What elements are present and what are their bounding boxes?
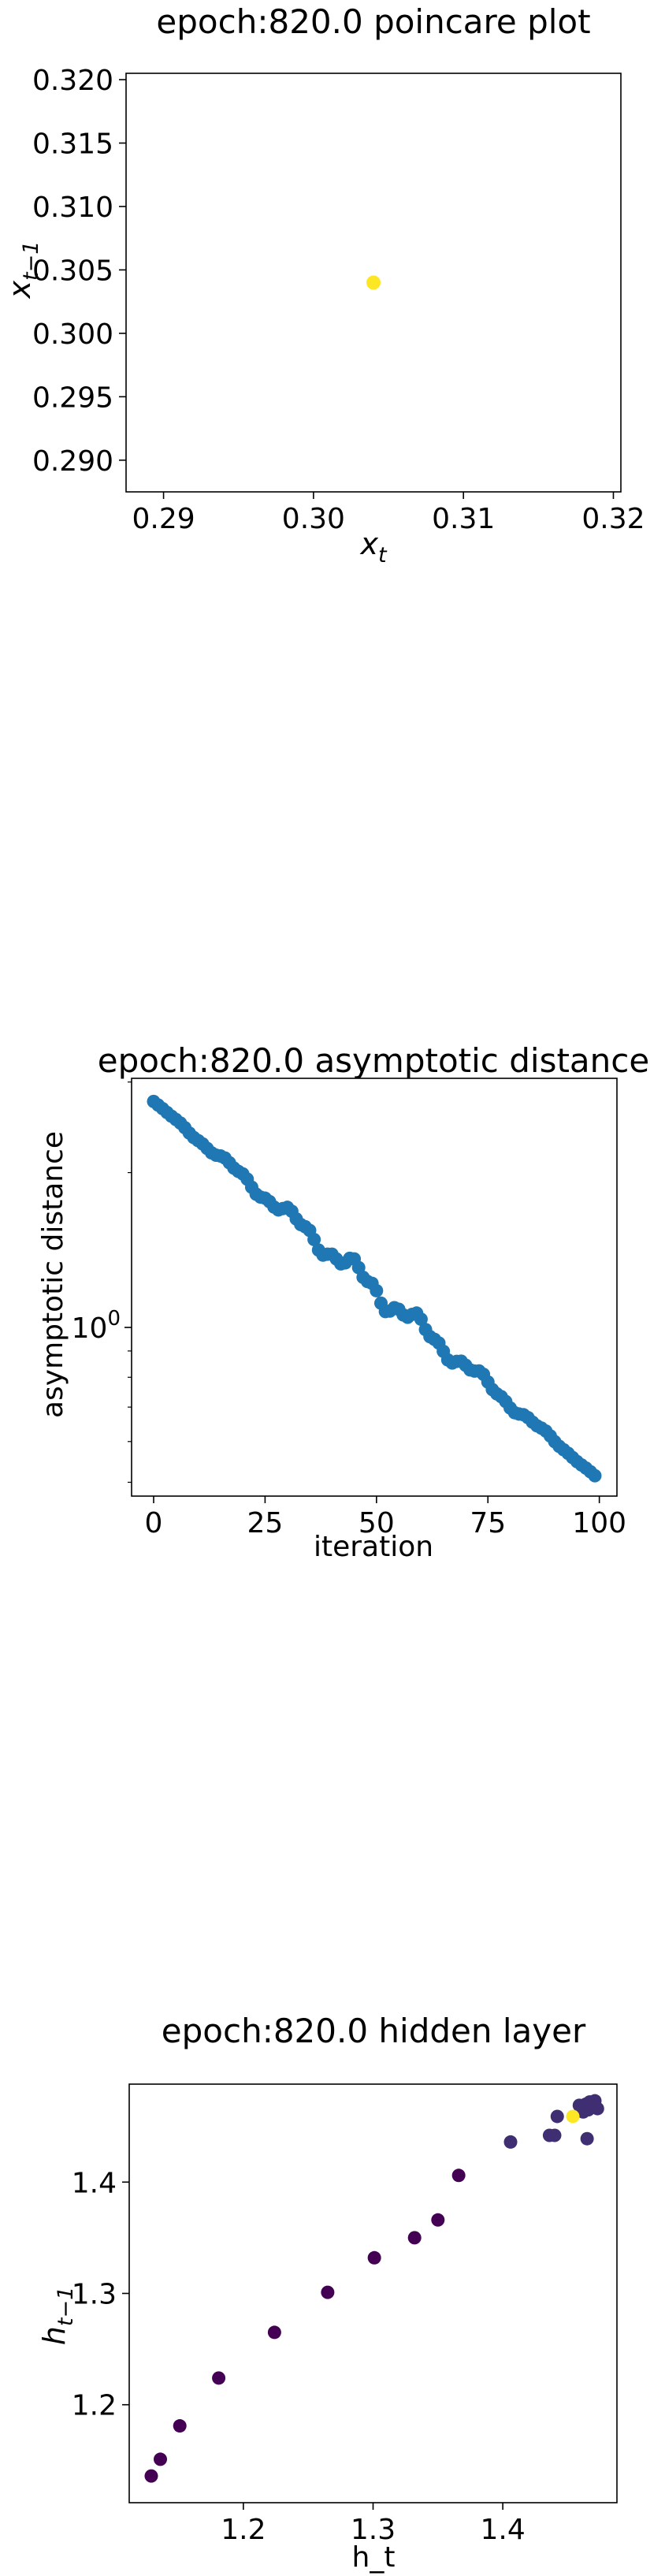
y-tick-label: 0.305 bbox=[32, 255, 113, 287]
y-tick-label: 1.3 bbox=[72, 2279, 117, 2311]
x-tick-label: 0.29 bbox=[132, 503, 195, 535]
data-point bbox=[590, 2101, 604, 2116]
x-tick-label: 1.2 bbox=[221, 2514, 266, 2546]
y-tick-label: 0.320 bbox=[32, 65, 113, 97]
data-point bbox=[321, 2285, 335, 2299]
plot-frame bbox=[128, 2083, 618, 2503]
hidden-layer-chart: epoch:820.0 hidden layer 1.2 1.3 1.4 1.2 1.3… bbox=[37, 2012, 618, 2574]
x-tick-label: 75 bbox=[470, 1507, 506, 1539]
hidden-layer-x-axis-label: h_t bbox=[352, 2541, 396, 2574]
y-tick-label: 0.315 bbox=[32, 128, 113, 161]
data-point bbox=[588, 1469, 602, 1483]
x-tick-label: 50 bbox=[359, 1507, 395, 1539]
data-point bbox=[366, 275, 381, 290]
y-tick-label: 1.2 bbox=[72, 2390, 117, 2422]
x-tick-label: 0 bbox=[145, 1507, 163, 1539]
x-tick-label: 0.32 bbox=[581, 503, 645, 535]
x-tick-label: 1.3 bbox=[351, 2514, 396, 2546]
x-tick-label: 25 bbox=[247, 1507, 284, 1539]
x-tick-label: 1.4 bbox=[480, 2514, 525, 2546]
data-point bbox=[548, 2128, 562, 2142]
asymptotic-title: epoch:820.0 asymptotic distance bbox=[98, 1041, 649, 1080]
y-tick-label: 0.310 bbox=[32, 192, 113, 224]
data-point bbox=[566, 2109, 580, 2124]
hidden-layer-y-axis-label: ht−1 bbox=[37, 2287, 78, 2345]
plot-frame bbox=[131, 1078, 618, 1497]
x-tick-label: 0.31 bbox=[432, 503, 495, 535]
y-tick-label: 1.4 bbox=[72, 2167, 117, 2199]
asymptotic-y-axis-label: asymptotic distance bbox=[37, 1131, 69, 1418]
data-point bbox=[451, 2168, 466, 2183]
poincare-chart: epoch:820.0 poincare plot 0.29 0.30 0.31 0.… bbox=[2, 2, 645, 568]
y-tick-label: 100 bbox=[72, 1307, 121, 1345]
y-tick-label: 0.300 bbox=[32, 318, 113, 351]
data-point bbox=[431, 2213, 445, 2227]
x-tick-label: 100 bbox=[572, 1507, 626, 1539]
data-point bbox=[580, 2131, 594, 2146]
poincare-plot-area: 0.29 0.30 0.31 0.32 0.290 0.295 0.300 0.305 0.31… bbox=[32, 65, 645, 535]
data-point bbox=[173, 2419, 187, 2433]
asymptotic-x-axis-label: iteration bbox=[314, 1531, 433, 1563]
data-point bbox=[154, 2452, 168, 2466]
y-tick-label: 0.290 bbox=[32, 445, 113, 478]
asymptotic-plot-area: 0 25 50 75 100 100 bbox=[72, 1078, 626, 1539]
data-point bbox=[212, 2371, 226, 2385]
hidden-layer-title: epoch:820.0 hidden layer bbox=[162, 2012, 586, 2050]
poincare-title: epoch:820.0 poincare plot bbox=[156, 2, 590, 41]
data-point bbox=[503, 2135, 518, 2149]
data-point bbox=[550, 2109, 564, 2124]
data-point bbox=[267, 2325, 281, 2340]
y-tick-label: 0.295 bbox=[32, 382, 113, 414]
hidden-layer-plot-area: 1.2 1.3 1.4 1.2 1.3 1.4 bbox=[72, 2083, 618, 2546]
data-point bbox=[307, 1233, 321, 1247]
data-point bbox=[144, 2469, 158, 2483]
poincare-x-axis-label: xt bbox=[359, 527, 388, 568]
data-point bbox=[370, 1283, 384, 1297]
poincare-y-axis-label: xt−1 bbox=[2, 241, 43, 300]
data-point bbox=[407, 2231, 422, 2245]
plot-frame bbox=[125, 73, 622, 493]
x-tick-label: 0.30 bbox=[282, 503, 345, 535]
data-point bbox=[367, 2250, 381, 2265]
asymptotic-distance-chart: epoch:820.0 asymptotic distance 0 25 50 75 1… bbox=[37, 1041, 649, 1563]
data-point bbox=[414, 1312, 428, 1327]
